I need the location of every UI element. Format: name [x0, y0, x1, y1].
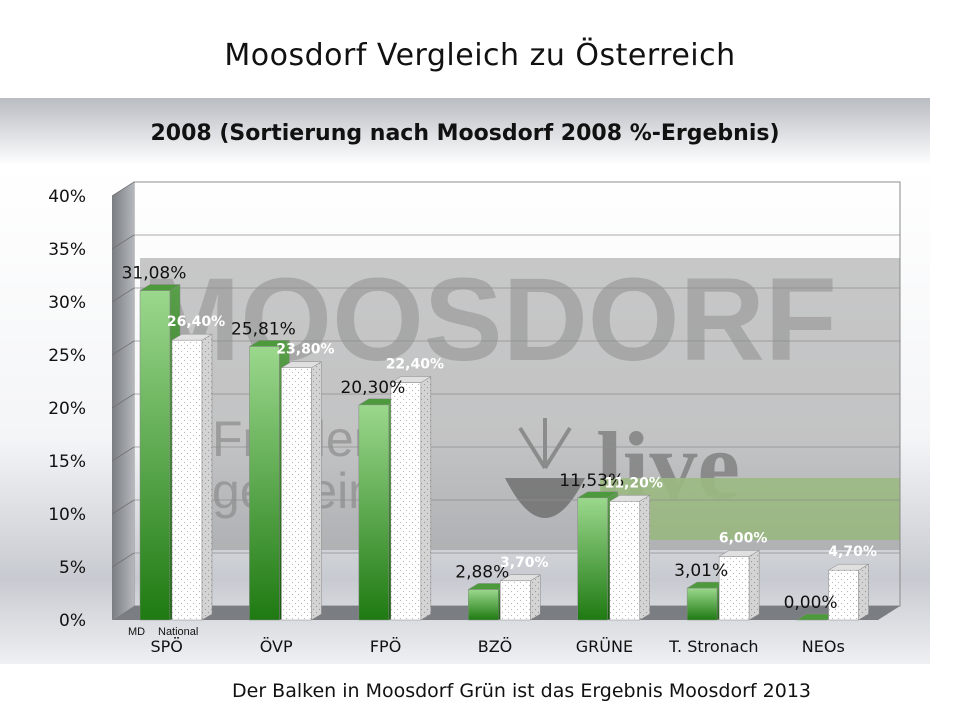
legend: MD National: [128, 626, 198, 638]
bar-national-side: [748, 549, 760, 621]
data-label-national: 26,40%: [167, 314, 225, 330]
bar-national-side: [639, 494, 650, 621]
watermark-green-stripe: [600, 478, 900, 540]
category-label: SPÖ: [151, 637, 183, 656]
bar-national-side: [858, 563, 869, 621]
bar-national-top: [389, 376, 432, 383]
legend-md: MD: [128, 626, 145, 638]
data-label-national: 3,70%: [500, 555, 549, 571]
gridline-side: [111, 499, 135, 515]
category-label: T. Stronach: [668, 637, 758, 656]
bar-national-top: [499, 574, 542, 582]
y-tick-label: 15%: [48, 452, 86, 472]
data-label-moosdorf: 20,30%: [340, 378, 405, 398]
data-label-moosdorf: 31,08%: [122, 264, 187, 284]
category-label: FPÖ: [370, 637, 401, 656]
y-tick-label: 35%: [48, 240, 86, 260]
y-tick-label: 5%: [59, 558, 86, 578]
bar-moosdorf: [249, 346, 280, 621]
data-label-national: 6,00%: [719, 530, 768, 546]
bar-national-side: [530, 574, 541, 621]
chart-panel: MOOSDORF Friedens gemeinde live 2008 (So…: [0, 98, 930, 664]
gridline-side: [111, 287, 135, 303]
gridline-side: [111, 340, 135, 356]
bar-national-side: [201, 333, 213, 621]
bar-national: [500, 580, 531, 621]
bar-national-top: [171, 333, 213, 341]
gridline-side: [111, 234, 135, 250]
bar-moosdorf-top: [139, 284, 181, 291]
bar-national-top: [718, 550, 761, 557]
legend-national: National: [158, 626, 198, 638]
data-label-national: 4,70%: [828, 544, 877, 560]
data-label-moosdorf: 11,53%: [559, 471, 624, 491]
gridline-side: [111, 446, 135, 462]
bar-national-top: [608, 495, 651, 502]
bars: [139, 284, 870, 621]
data-label-moosdorf: 0,00%: [784, 593, 838, 613]
category-labels: SPÖ ÖVP FPÖ BZÖ GRÜNE T. Stronach NEOs: [151, 637, 845, 656]
bar-moosdorf: [577, 497, 608, 621]
y-tick-label: 10%: [48, 505, 86, 525]
bar-national: [281, 367, 312, 621]
gridline-side: [111, 393, 135, 409]
category-label: GRÜNE: [576, 637, 633, 656]
page-title: Moosdorf Vergleich zu Österreich: [224, 38, 736, 73]
gridline-side: [111, 181, 135, 197]
category-label: BZÖ: [478, 637, 513, 656]
data-label-moosdorf: 3,01%: [674, 561, 728, 581]
gridline-side: [111, 552, 135, 568]
category-label: NEOs: [802, 637, 845, 656]
y-tick-label: 0%: [59, 611, 86, 631]
data-label-national: 22,40%: [386, 357, 444, 373]
watermark-leaf-icon: [518, 418, 572, 470]
bar-national: [828, 569, 859, 621]
footnote: Der Balken in Moosdorf Grün ist das Erge…: [232, 680, 811, 702]
bar-national-side: [420, 376, 432, 621]
data-label-moosdorf: 25,81%: [231, 319, 296, 339]
bar-moosdorf: [358, 404, 390, 621]
bar-moosdorf-top: [576, 491, 619, 499]
bar-national-top: [280, 361, 323, 368]
chart-title: 2008 (Sortierung nach Moosdorf 2008 %-Er…: [150, 121, 779, 146]
bar-national: [390, 382, 422, 621]
bar-moosdorf-top: [248, 340, 291, 347]
data-label-moosdorf: 2,88%: [455, 562, 509, 582]
bar-chart: MOOSDORF Friedens gemeinde live 2008 (So…: [0, 98, 930, 664]
bar-national: [171, 339, 203, 621]
data-labels: 31,08% 26,40% 25,81% 23,80% 20,30% 22,40% 2,88…: [122, 264, 877, 613]
y-tick-label: 25%: [48, 346, 86, 366]
bar-moosdorf: [139, 290, 171, 621]
data-label-national: 23,80%: [276, 342, 334, 358]
bar-national-side: [311, 361, 322, 621]
data-label-national: 11,20%: [605, 475, 663, 491]
y-tick-label: 40%: [48, 187, 86, 207]
y-tick-label: 20%: [48, 399, 86, 419]
bar-national: [609, 501, 640, 621]
bar-moosdorf: [468, 589, 499, 621]
y-tick-label: 30%: [48, 293, 86, 313]
watermark-bowl-icon: [505, 478, 585, 518]
bar-national-top: [827, 563, 870, 571]
category-label: ÖVP: [260, 637, 293, 656]
bar-moosdorf: [686, 587, 718, 621]
